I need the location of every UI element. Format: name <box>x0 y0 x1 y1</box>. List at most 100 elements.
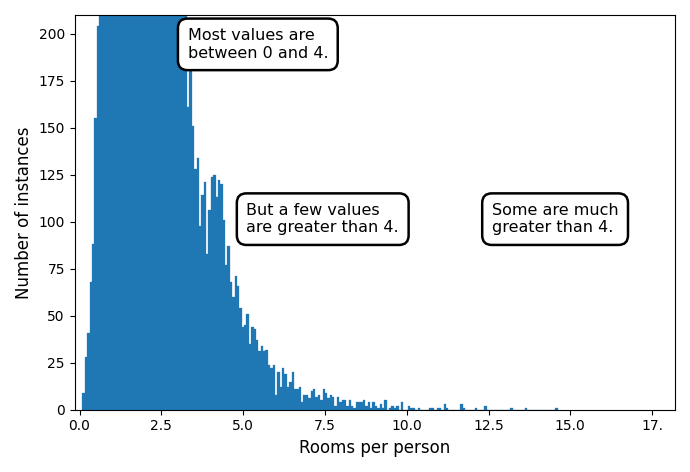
Bar <box>263 352 266 410</box>
Bar <box>337 396 339 410</box>
Bar <box>373 402 375 410</box>
Bar <box>97 26 99 410</box>
Bar <box>301 402 304 410</box>
Bar <box>108 0 111 410</box>
Bar <box>365 406 368 410</box>
Bar <box>144 0 146 410</box>
Text: Some are much
greater than 4.: Some are much greater than 4. <box>492 203 618 236</box>
Bar <box>417 408 420 410</box>
Bar <box>204 182 206 410</box>
Bar <box>377 408 380 410</box>
Bar <box>256 340 258 410</box>
Bar <box>429 408 432 410</box>
Bar <box>82 393 85 410</box>
Bar <box>139 0 142 410</box>
Bar <box>156 0 159 410</box>
Bar <box>380 404 382 410</box>
Bar <box>294 389 297 410</box>
Bar <box>189 52 192 410</box>
Text: But a few values
are greater than 4.: But a few values are greater than 4. <box>246 203 399 236</box>
Bar <box>339 402 342 410</box>
Bar <box>389 408 391 410</box>
Bar <box>137 0 139 410</box>
Bar <box>249 344 251 410</box>
Text: Most values are
between 0 and 4.: Most values are between 0 and 4. <box>188 28 328 60</box>
Bar <box>411 408 413 410</box>
Bar <box>194 169 197 410</box>
Bar <box>85 357 87 410</box>
Bar <box>149 0 151 410</box>
Bar <box>382 408 384 410</box>
Bar <box>444 404 446 410</box>
Bar <box>292 372 294 410</box>
Bar <box>164 0 166 410</box>
Bar <box>197 158 199 410</box>
Bar <box>113 0 116 410</box>
Bar <box>315 396 318 410</box>
Bar <box>332 396 335 410</box>
Bar <box>555 408 558 410</box>
Bar <box>175 0 177 410</box>
Bar <box>346 406 348 410</box>
Bar <box>408 406 411 410</box>
Bar <box>391 406 394 410</box>
Bar <box>344 400 346 410</box>
Bar <box>154 0 156 410</box>
Bar <box>123 0 125 410</box>
Bar <box>161 0 164 410</box>
Bar <box>322 389 325 410</box>
Bar <box>215 197 218 410</box>
Bar <box>90 282 92 410</box>
Bar <box>95 118 97 410</box>
Bar <box>172 0 175 410</box>
Bar <box>237 286 239 410</box>
Bar <box>330 395 332 410</box>
Bar <box>132 0 135 410</box>
Bar <box>180 0 182 410</box>
Bar <box>241 327 244 410</box>
Bar <box>185 11 187 410</box>
Bar <box>375 406 377 410</box>
Bar <box>287 387 289 410</box>
Bar <box>306 395 308 410</box>
Bar <box>106 0 108 410</box>
Bar <box>475 408 477 410</box>
Bar <box>446 408 448 410</box>
Bar <box>258 352 261 410</box>
Bar <box>297 389 299 410</box>
Bar <box>142 0 144 410</box>
Bar <box>342 400 344 410</box>
Bar <box>327 398 330 410</box>
Bar <box>223 220 225 410</box>
Bar <box>101 0 104 410</box>
Bar <box>463 408 465 410</box>
Bar <box>261 346 263 410</box>
Bar <box>437 408 439 410</box>
Bar <box>170 0 172 410</box>
Bar <box>130 0 132 410</box>
Bar <box>439 408 442 410</box>
Bar <box>320 400 322 410</box>
Bar <box>166 0 168 410</box>
Bar <box>384 400 386 410</box>
Bar <box>201 195 204 410</box>
Bar <box>370 408 373 410</box>
Bar <box>268 364 270 410</box>
Bar <box>182 9 185 410</box>
Bar <box>524 408 527 410</box>
Bar <box>460 404 463 410</box>
Bar <box>128 0 130 410</box>
Bar <box>318 395 320 410</box>
Bar <box>313 389 315 410</box>
Bar <box>351 406 353 410</box>
Bar <box>246 314 249 410</box>
Bar <box>220 184 223 410</box>
Bar <box>368 402 370 410</box>
Bar <box>111 0 113 410</box>
Bar <box>121 0 123 410</box>
Bar <box>199 226 201 410</box>
Bar <box>511 408 513 410</box>
Bar <box>118 0 121 410</box>
Bar <box>135 0 137 410</box>
Bar <box>159 0 161 410</box>
